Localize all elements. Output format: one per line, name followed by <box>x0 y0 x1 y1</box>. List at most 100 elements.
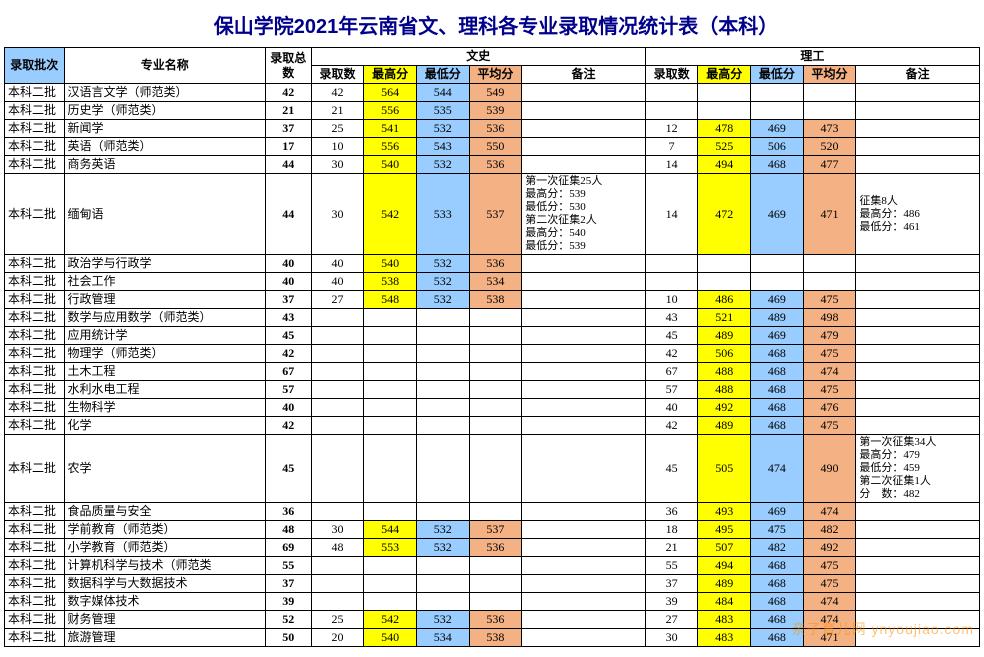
cell: 42 <box>645 345 698 363</box>
cell: 532 <box>416 611 469 629</box>
cell <box>469 399 522 417</box>
cell: 25 <box>311 611 364 629</box>
cell <box>311 503 364 521</box>
cell <box>469 309 522 327</box>
cell: 536 <box>469 156 522 174</box>
cell: 本科二批 <box>5 345 65 363</box>
table-header: 录取批次 专业名称 录取总数 文史 理工 录取数 最高分 最低分 平均分 备注 … <box>5 48 980 84</box>
cell: 468 <box>751 345 804 363</box>
cell: 本科二批 <box>5 309 65 327</box>
table-row: 本科二批社会工作4040538532534 <box>5 273 980 291</box>
hdr-batch: 录取批次 <box>5 48 65 84</box>
cell <box>364 327 417 345</box>
cell: 39 <box>265 593 311 611</box>
cell-note <box>856 539 980 557</box>
table-row: 本科二批缅甸语4430542533537第一次征集25人 最高分：539 最低分… <box>5 174 980 255</box>
cell: 469 <box>751 503 804 521</box>
cell-note <box>856 575 980 593</box>
cell: 10 <box>645 291 698 309</box>
cell: 484 <box>698 593 751 611</box>
admission-table: 录取批次 专业名称 录取总数 文史 理工 录取数 最高分 最低分 平均分 备注 … <box>4 47 980 647</box>
hdr-li: 理工 <box>645 48 979 66</box>
cell <box>416 327 469 345</box>
cell <box>311 435 364 503</box>
cell: 475 <box>803 417 856 435</box>
table-row: 本科二批数学与应用数学（师范类）4343521489498 <box>5 309 980 327</box>
cell: 40 <box>311 255 364 273</box>
cell: 18 <box>645 521 698 539</box>
cell-note <box>856 138 980 156</box>
cell: 469 <box>751 174 804 255</box>
table-body: 本科二批汉语言文学（师范类）4242564544549本科二批历史学（师范类）2… <box>5 84 980 647</box>
cell <box>469 363 522 381</box>
cell <box>364 593 417 611</box>
cell <box>469 557 522 575</box>
cell <box>364 417 417 435</box>
cell: 化学 <box>64 417 265 435</box>
cell: 474 <box>803 363 856 381</box>
cell-note <box>856 363 980 381</box>
cell: 489 <box>751 309 804 327</box>
cell: 30 <box>311 156 364 174</box>
hdr-li-avg: 平均分 <box>803 66 856 84</box>
cell: 英语（师范类） <box>64 138 265 156</box>
cell: 45 <box>265 327 311 345</box>
cell: 土木工程 <box>64 363 265 381</box>
cell <box>803 102 856 120</box>
cell: 旅游管理 <box>64 629 265 647</box>
table-row: 本科二批物理学（师范类）4242506468475 <box>5 345 980 363</box>
cell <box>469 503 522 521</box>
cell <box>311 363 364 381</box>
cell: 540 <box>364 629 417 647</box>
cell: 475 <box>751 521 804 539</box>
cell: 27 <box>645 611 698 629</box>
cell-note <box>856 521 980 539</box>
cell: 67 <box>645 363 698 381</box>
cell: 468 <box>751 593 804 611</box>
cell-note <box>856 291 980 309</box>
cell-note <box>856 327 980 345</box>
table-row: 本科二批学前教育（师范类）483054453253718495475482 <box>5 521 980 539</box>
cell: 应用统计学 <box>64 327 265 345</box>
cell: 新闻学 <box>64 120 265 138</box>
cell: 534 <box>416 629 469 647</box>
cell-note <box>522 345 646 363</box>
cell: 本科二批 <box>5 399 65 417</box>
cell: 汉语言文学（师范类） <box>64 84 265 102</box>
cell: 本科二批 <box>5 273 65 291</box>
cell-note <box>522 575 646 593</box>
table-row: 本科二批数字媒体技术3939484468474 <box>5 593 980 611</box>
cell-note <box>522 138 646 156</box>
cell: 473 <box>803 120 856 138</box>
cell: 474 <box>751 435 804 503</box>
cell: 538 <box>469 291 522 309</box>
cell-note <box>856 399 980 417</box>
cell: 计算机科学与技术（师范类 <box>64 557 265 575</box>
cell: 538 <box>364 273 417 291</box>
cell <box>311 557 364 575</box>
table-row: 本科二批旅游管理502054053453830483468471 <box>5 629 980 647</box>
cell: 50 <box>265 629 311 647</box>
cell-note <box>856 593 980 611</box>
cell <box>751 273 804 291</box>
cell: 482 <box>803 521 856 539</box>
cell <box>803 255 856 273</box>
cell <box>803 273 856 291</box>
cell: 506 <box>751 138 804 156</box>
cell: 541 <box>364 120 417 138</box>
cell: 507 <box>698 539 751 557</box>
cell: 536 <box>469 255 522 273</box>
cell <box>645 84 698 102</box>
cell: 468 <box>751 363 804 381</box>
cell: 544 <box>416 84 469 102</box>
cell: 40 <box>645 399 698 417</box>
cell <box>416 503 469 521</box>
cell: 36 <box>265 503 311 521</box>
cell: 495 <box>698 521 751 539</box>
cell: 536 <box>469 539 522 557</box>
cell: 492 <box>803 539 856 557</box>
cell-note <box>522 156 646 174</box>
cell: 475 <box>803 575 856 593</box>
cell: 521 <box>698 309 751 327</box>
cell-note <box>856 84 980 102</box>
